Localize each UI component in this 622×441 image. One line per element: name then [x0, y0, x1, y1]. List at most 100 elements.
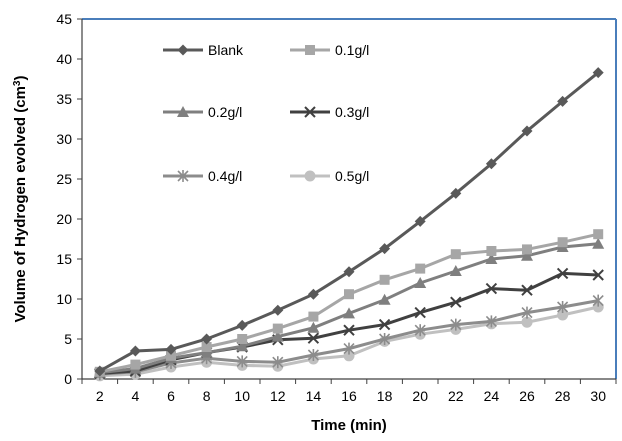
marker-stroke — [307, 332, 320, 344]
x-tick-label: 12 — [270, 388, 286, 404]
x-tick-label: 6 — [167, 388, 175, 404]
y-tick-label: 45 — [56, 11, 72, 27]
data-point-0-1g-l — [557, 237, 568, 248]
data-point-0-4g-l — [592, 294, 604, 307]
legend-marker — [177, 170, 189, 182]
data-point-0-2g-l — [414, 277, 427, 288]
y-tick-label: 40 — [56, 51, 72, 67]
data-point-0-2g-l — [271, 330, 284, 342]
series-0-1g-l — [94, 229, 604, 377]
data-point-0-3g-l — [378, 318, 391, 331]
data-point-0-1g-l — [415, 263, 426, 274]
data-point-0-3g-l — [414, 306, 426, 319]
data-point-0-2g-l — [343, 307, 355, 319]
data-point-0-1g-l — [486, 246, 497, 256]
marker-stroke — [592, 269, 604, 281]
data-point-blank — [307, 288, 319, 300]
x-tick-label: 2 — [96, 388, 104, 404]
y-axis-title: Volume of Hydrogen evolved (cm3) — [12, 76, 30, 323]
x-tick-label: 26 — [519, 388, 535, 404]
data-point-0-3g-l — [307, 332, 320, 344]
data-point-blank — [272, 304, 284, 316]
x-tick-label: 18 — [377, 388, 393, 404]
y-tick-label: 0 — [64, 371, 72, 387]
data-point-0-5g-l — [521, 316, 533, 328]
data-point-0-3g-l — [521, 284, 533, 296]
data-point-0-2g-l — [307, 321, 320, 333]
legend-item-0-1g-l: 0.1g/l — [290, 42, 369, 58]
data-point-blank — [521, 125, 533, 137]
data-point-0-1g-l — [344, 289, 354, 300]
legend-marker — [177, 106, 189, 117]
data-point-blank — [592, 67, 604, 79]
data-point-blank — [201, 333, 213, 345]
data-point-blank — [414, 215, 426, 227]
legend-item-0-5g-l: 0.5g/l — [290, 168, 369, 184]
data-point-0-5g-l — [343, 350, 355, 362]
data-point-blank — [236, 319, 248, 331]
legend-item-0-4g-l: 0.4g/l — [163, 168, 242, 184]
legend-marker — [177, 44, 189, 56]
x-tick-label: 20 — [412, 388, 428, 404]
x-tick-label: 10 — [234, 388, 250, 404]
data-point-0-1g-l — [522, 244, 532, 255]
data-point-0-3g-l — [343, 324, 355, 336]
data-point-0-1g-l — [450, 249, 461, 260]
data-point-0-4g-l — [343, 342, 355, 355]
legend-item-blank: Blank — [163, 42, 244, 58]
legend-label: 0.3g/l — [335, 104, 369, 120]
legend-label: 0.1g/l — [335, 42, 369, 58]
x-axis-title: Time (min) — [311, 417, 387, 434]
data-point-0-4g-l — [307, 349, 319, 361]
data-point-blank — [343, 266, 355, 278]
data-point-0-3g-l — [485, 282, 498, 295]
y-tick-label: 30 — [56, 131, 72, 147]
data-point-0-1g-l — [379, 274, 390, 285]
data-point-0-4g-l — [521, 306, 533, 319]
data-point-0-2g-l — [592, 237, 605, 249]
legend-marker — [304, 170, 316, 182]
y-tick-label: 10 — [56, 291, 72, 307]
series-layer — [93, 67, 605, 382]
legend-marker — [305, 45, 315, 55]
marker-stroke — [521, 284, 533, 296]
x-tick-label: 8 — [203, 388, 211, 404]
series-blank — [94, 67, 604, 377]
y-tick-label: 5 — [64, 331, 72, 347]
data-point-blank — [557, 95, 569, 107]
legend: Blank 0.1g/l 0.2g/l 0.3g/l 0.4g/l 0.5g/l — [163, 42, 369, 184]
x-tick-label: 4 — [132, 388, 140, 404]
y-tick-label: 20 — [56, 211, 72, 227]
data-point-0-2g-l — [200, 346, 213, 358]
y-tick-label: 25 — [56, 171, 72, 187]
data-point-0-1g-l — [308, 311, 319, 322]
data-point-blank — [379, 243, 391, 255]
data-point-blank — [165, 343, 177, 355]
data-point-0-4g-l — [485, 315, 497, 328]
data-point-0-3g-l — [556, 267, 569, 280]
x-tick-label: 30 — [590, 388, 606, 404]
y-axis-title-suffix: ) — [12, 76, 29, 81]
y-axis-title-text: Volume of Hydrogen evolved (cm — [12, 86, 29, 322]
data-point-blank — [485, 158, 497, 170]
data-point-0-3g-l — [450, 296, 462, 308]
data-point-0-4g-l — [414, 324, 426, 337]
data-point-0-1g-l — [130, 359, 141, 370]
data-point-0-4g-l — [379, 333, 391, 345]
y-axis-title-superscript: 3 — [12, 80, 23, 86]
legend-label: 0.4g/l — [208, 168, 242, 184]
data-point-0-4g-l — [557, 301, 569, 313]
data-point-0-4g-l — [450, 318, 462, 331]
x-tick-label: 14 — [306, 388, 322, 404]
marker-stroke — [485, 282, 498, 295]
data-point-0-2g-l — [485, 253, 498, 264]
legend-marker — [304, 106, 316, 118]
data-point-0-5g-l — [557, 309, 569, 321]
y-tick-label: 15 — [56, 251, 72, 267]
data-point-0-2g-l — [449, 265, 462, 276]
marker-stroke — [414, 306, 426, 319]
axes — [77, 18, 617, 384]
data-point-0-1g-l — [166, 350, 176, 361]
